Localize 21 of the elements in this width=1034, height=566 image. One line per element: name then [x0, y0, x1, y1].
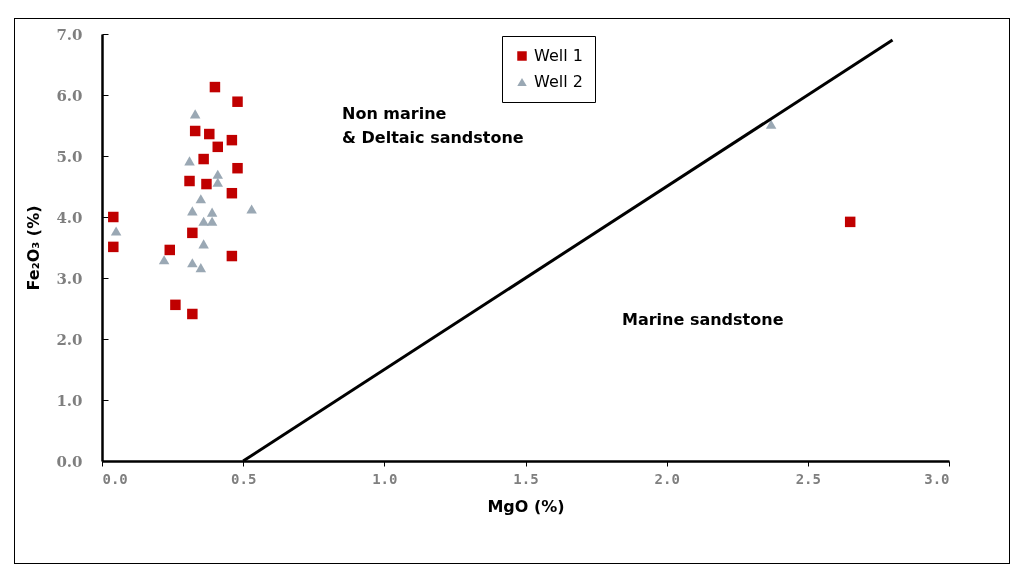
y-tick-label: 4.0 [56, 208, 83, 227]
annotation: Non marine & Deltaic sandstone [342, 104, 524, 147]
x-tick-label: 0.0 [102, 470, 128, 487]
x-tick-label: 1.5 [513, 470, 539, 487]
x-tick-label: 3.0 [924, 470, 950, 487]
legend-label: Well 1 [534, 46, 583, 65]
x-tick-label: 0.5 [231, 470, 257, 487]
y-axis-title: Fe₂O₃ (%) [24, 205, 44, 291]
y-tick-label: 7.0 [56, 25, 83, 44]
y-tick-label: 3.0 [56, 269, 83, 288]
y-tick-label: 6.0 [56, 86, 83, 105]
y-tick-label: 2.0 [56, 330, 83, 349]
x-tick-label: 2.5 [795, 470, 821, 487]
annotation: Marine sandstone [622, 310, 784, 329]
y-tick-label: 5.0 [56, 147, 83, 166]
x-tick-label: 1.0 [372, 470, 398, 487]
y-tick-label: 1.0 [56, 391, 83, 410]
y-tick-label: 0.0 [56, 452, 83, 471]
x-tick-label: 2.0 [654, 470, 680, 487]
x-axis-title: MgO (%) [487, 496, 565, 516]
legend-label: Well 2 [534, 72, 583, 91]
